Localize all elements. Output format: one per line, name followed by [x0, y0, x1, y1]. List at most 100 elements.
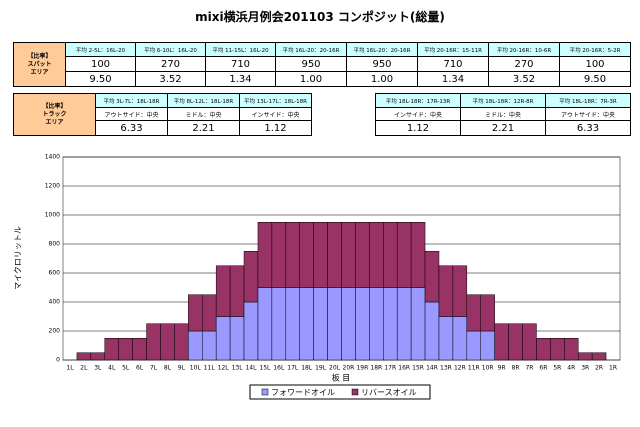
- bar-segment: [341, 222, 356, 288]
- bar-segment: [424, 251, 440, 303]
- bar-segment: [591, 352, 607, 361]
- cell: 9.50: [559, 71, 631, 87]
- bar-segment: [202, 330, 217, 361]
- x-tick-label: 20R: [343, 365, 355, 372]
- column-header: 平均 18L-18R：17R-13R: [375, 93, 461, 108]
- bar-segment: [550, 338, 565, 361]
- bar-segment: [285, 222, 300, 288]
- label-line: トラック: [42, 110, 67, 118]
- bar-segment: [466, 330, 482, 361]
- bar-segment: [243, 301, 259, 361]
- column-header: 平均 3L-7L：18L-18R: [95, 93, 168, 108]
- x-tick-label: 14L: [245, 365, 257, 372]
- x-tick-label: 14R: [426, 365, 438, 372]
- bar-segment: [410, 222, 426, 288]
- column-header: 平均 20-16R：10-6R: [488, 42, 560, 57]
- x-tick-label: 18L: [301, 365, 313, 372]
- x-tick-label: 8R: [512, 365, 520, 372]
- bar-segment: [202, 294, 217, 332]
- bar-segment: [355, 222, 370, 288]
- x-tick-label: 11R: [468, 365, 480, 372]
- bar-segment: [452, 265, 468, 317]
- bar-segment: [215, 265, 231, 317]
- x-tick-label: 2L: [80, 365, 88, 372]
- bar-segment: [327, 222, 342, 288]
- bar-segment: [564, 338, 579, 361]
- bar-segment: [480, 330, 495, 361]
- bar-segment: [424, 301, 440, 361]
- x-tick-label: 5L: [122, 365, 130, 372]
- label-line: エリア: [30, 68, 49, 76]
- bar-segment: [188, 294, 203, 332]
- bar-segment: [466, 294, 482, 332]
- bar-segment: [383, 222, 398, 288]
- bar-segment: [522, 323, 537, 361]
- legend-swatch: [261, 388, 269, 396]
- y-tick-label: 1200: [45, 183, 60, 190]
- x-axis-label: 板 目: [332, 373, 351, 383]
- column-header: [311, 93, 376, 108]
- x-tick-label: 3L: [94, 365, 102, 372]
- column-header: 平均 20-16R：15-11R: [417, 42, 489, 57]
- y-tick-label: 200: [49, 328, 61, 335]
- x-tick-label: 17R: [384, 365, 396, 372]
- x-tick-label: 7L: [150, 365, 158, 372]
- x-tick-label: 3R: [581, 365, 589, 372]
- x-tick-label: 12R: [454, 365, 466, 372]
- bar-segment: [355, 287, 370, 361]
- bar-segment: [438, 316, 454, 361]
- bar-segment: [369, 287, 384, 361]
- label-line: 【比率】: [27, 52, 52, 60]
- x-tick-label: 1L: [66, 365, 74, 372]
- x-tick-label: 2R: [595, 365, 603, 372]
- bar-segment: [229, 265, 245, 317]
- cell: 3.52: [488, 71, 560, 87]
- bar-segment: [146, 323, 161, 361]
- track-table: 【比率】 トラック エリア 平均 3L-7L：18L-18R 平均 8L-12L：18L…: [13, 93, 631, 136]
- bar-segment: [215, 316, 231, 361]
- y-axis-label: マイクロリットル: [14, 226, 23, 290]
- cell: 1.34: [417, 71, 489, 87]
- x-tick-label: 11L: [204, 365, 216, 372]
- legend-box: [249, 384, 431, 400]
- bar-segment: [438, 265, 454, 317]
- bar-segment: [494, 323, 509, 361]
- cell: 3.52: [135, 71, 206, 87]
- bar-segment: [188, 330, 203, 361]
- legend-label: リバースオイル: [361, 388, 417, 397]
- y-tick-label: 600: [49, 270, 61, 277]
- x-tick-label: 7R: [525, 365, 533, 372]
- y-tick-label: 400: [49, 299, 61, 306]
- bar-segment: [132, 338, 147, 361]
- bar-segment: [313, 222, 328, 288]
- x-tick-label: 19L: [315, 365, 327, 372]
- y-tick-label: 800: [49, 241, 61, 248]
- bar-segment: [577, 352, 593, 361]
- column-header: 平均 11-15L：16L-20: [205, 42, 276, 57]
- bar-segment: [327, 287, 342, 361]
- bar-segment: [76, 352, 92, 361]
- bar-segment: [508, 323, 523, 361]
- row-label: 【比率】 トラック エリア: [13, 93, 96, 136]
- legend-swatch: [351, 388, 359, 396]
- legend-label: フォワードオイル: [271, 388, 335, 397]
- cell: [311, 107, 376, 121]
- x-tick-label: 8L: [164, 365, 172, 372]
- bar-segment: [243, 251, 259, 303]
- bar-segment: [160, 323, 175, 361]
- x-tick-label: 9L: [178, 365, 186, 372]
- spot-table: 【比率】 スパット エリア 平均 2-5L：16L-20 平均 6-10L：16L-20…: [13, 42, 631, 87]
- column-header: 平均 13L-17L：18L-18R: [239, 93, 312, 108]
- x-tick-label: 12L: [218, 365, 230, 372]
- x-tick-label: 10L: [190, 365, 202, 372]
- bar-segment: [257, 287, 273, 361]
- bar-segment: [299, 222, 314, 288]
- x-tick-label: 9R: [498, 365, 506, 372]
- x-tick-label: 16L: [273, 365, 285, 372]
- bar-segment: [410, 287, 426, 361]
- bar-segment: [174, 323, 189, 361]
- bar-segment: [229, 316, 245, 361]
- x-tick-label: 10R: [482, 365, 494, 372]
- x-tick-label: 17L: [287, 365, 299, 372]
